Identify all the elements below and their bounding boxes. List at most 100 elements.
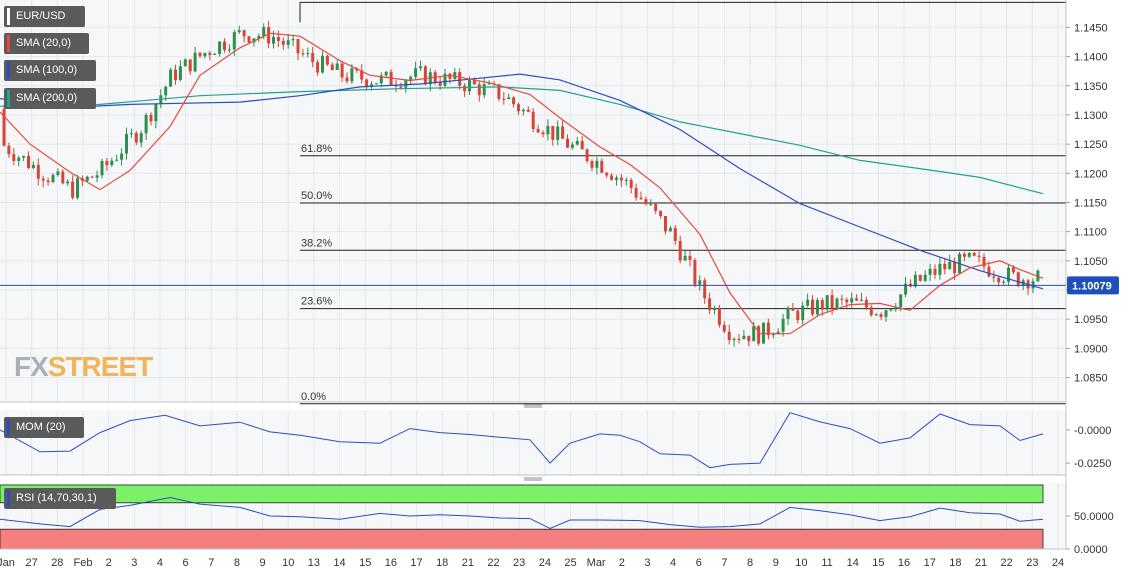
candle-body: [668, 228, 672, 232]
mom-badge[interactable]: MOM (20): [4, 417, 84, 438]
candle-body: [174, 69, 177, 80]
candle-body: [1007, 267, 1010, 282]
candle-body: [938, 263, 942, 275]
candle-body: [879, 314, 883, 317]
candle-body: [561, 126, 565, 139]
resize-grip-icon[interactable]: [524, 404, 542, 408]
rsi-tick-label: 0.0000: [1074, 544, 1108, 556]
last-price-tag: [1067, 276, 1119, 295]
candle-body: [570, 144, 574, 148]
date-tick-label: 28: [51, 557, 63, 569]
candle-body: [644, 199, 648, 205]
candle-body: [85, 176, 89, 181]
candle-body: [125, 134, 128, 154]
symbol-badge[interactable]: EUR/USD: [4, 6, 85, 27]
rsi-label: RSI (14,70,30,1): [16, 492, 97, 504]
candle-body: [884, 310, 888, 317]
candle-body: [526, 109, 530, 112]
sma20-label: SMA (20,0): [16, 37, 72, 49]
candle-body: [468, 80, 471, 92]
candle-body: [409, 76, 413, 81]
candle-body: [737, 338, 741, 340]
candle-body: [448, 73, 452, 79]
date-tick-label: 23: [513, 557, 525, 569]
candle-body: [811, 299, 814, 315]
sma100-swatch: [7, 62, 10, 79]
candle-body: [766, 322, 770, 336]
momentum-indicator: -0.0000 -0.0250: [0, 412, 1111, 470]
candle-body: [443, 73, 447, 86]
price-tick-label: 1.0950: [1074, 314, 1108, 326]
candle-body: [232, 32, 236, 50]
candle-body: [257, 36, 261, 39]
rsi-oversold-zone: [0, 528, 1044, 550]
candle-body: [262, 27, 266, 37]
date-tick-label: 18: [436, 557, 448, 569]
candle-body: [962, 253, 966, 257]
candle-body: [374, 83, 378, 85]
candle-body: [590, 161, 594, 168]
date-tick-label: 2: [106, 557, 112, 569]
candle-body: [12, 154, 16, 161]
rsi-badge[interactable]: RSI (14,70,30,1): [4, 488, 116, 509]
candle-body: [585, 149, 589, 162]
candle-body: [149, 114, 153, 122]
date-tick-label: 8: [234, 557, 240, 569]
candle-body: [928, 268, 932, 275]
candle-body: [56, 171, 60, 176]
candle-body: [345, 77, 349, 82]
candle-body: [654, 204, 658, 211]
candle-body: [276, 37, 280, 41]
candle-body: [835, 298, 839, 308]
resize-grip-icon[interactable]: [524, 477, 542, 481]
candle-body: [169, 69, 173, 87]
candle-body: [747, 335, 751, 342]
candle-body: [51, 175, 55, 183]
symbol-swatch: [7, 8, 10, 25]
candle-body: [605, 172, 609, 176]
candle-body: [31, 164, 35, 169]
candle-body: [972, 252, 976, 256]
mom-tick-label: -0.0000: [1074, 425, 1111, 437]
date-tick-label: 9: [773, 557, 779, 569]
date-tick-label: 16: [898, 557, 910, 569]
candle-body: [1002, 281, 1006, 283]
candle-body: [2, 109, 6, 146]
candle-body: [786, 307, 790, 319]
candle-body: [845, 299, 849, 303]
fib-level-label: 23.6%: [301, 296, 332, 308]
candle-body: [693, 260, 697, 285]
date-tick-label: 13: [308, 557, 320, 569]
candle-body: [134, 133, 138, 143]
candle-body: [923, 274, 927, 281]
date-tick-label: 21: [462, 557, 474, 569]
fib-level-label: 50.0%: [301, 190, 332, 202]
date-axis: Jan2728Feb234678910131415161718212223242…: [0, 557, 1064, 569]
rsi-tick-label: 50.0000: [1074, 511, 1114, 523]
candle-body: [66, 181, 70, 184]
candle-body: [801, 305, 805, 321]
candle-body: [806, 299, 810, 306]
mom-label: MOM (20): [16, 421, 66, 433]
candle-body: [472, 80, 476, 85]
candle-body: [399, 86, 403, 88]
candle-body: [600, 160, 604, 173]
candle-body: [624, 179, 628, 181]
candle-body: [678, 241, 682, 261]
candle-body: [1031, 281, 1035, 289]
candle-body: [178, 66, 182, 80]
candle-body: [610, 175, 614, 180]
date-tick-label: 14: [333, 557, 345, 569]
candle-body: [129, 133, 133, 135]
candle-body: [639, 197, 643, 200]
sma200-badge[interactable]: SMA (200,0): [4, 88, 96, 109]
candle-body: [649, 204, 653, 206]
moving-averages: [0, 32, 1044, 335]
grid: [0, 0, 1066, 549]
candle-body: [110, 160, 114, 166]
sma100-badge[interactable]: SMA (100,0): [4, 60, 96, 81]
candle-body: [438, 82, 442, 86]
date-tick-label: 24: [539, 557, 551, 569]
candle-body: [453, 72, 457, 79]
sma20-badge[interactable]: SMA (20,0): [4, 33, 89, 54]
